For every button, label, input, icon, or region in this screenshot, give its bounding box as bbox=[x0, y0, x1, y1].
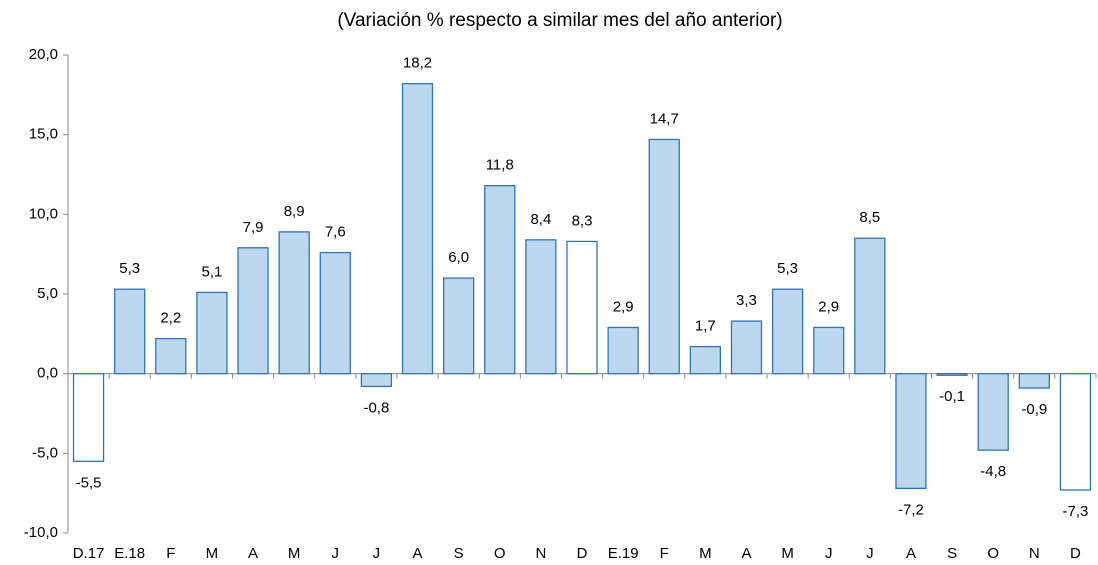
x-tick-label: M bbox=[206, 545, 219, 562]
x-tick-label: A bbox=[906, 545, 916, 562]
value-label: -4,8 bbox=[980, 463, 1006, 480]
value-label: 5,1 bbox=[201, 263, 222, 280]
y-tick-label: -10,0 bbox=[24, 524, 58, 541]
value-label: 8,9 bbox=[284, 203, 305, 220]
bar bbox=[648, 138, 680, 375]
value-label: 8,3 bbox=[572, 212, 593, 229]
x-tick-label: J bbox=[866, 545, 874, 562]
bar bbox=[977, 373, 1009, 451]
value-label: -0,9 bbox=[1021, 401, 1047, 418]
value-label: 11,8 bbox=[486, 157, 514, 174]
bar bbox=[155, 337, 187, 375]
value-label: 8,5 bbox=[859, 209, 880, 226]
bar bbox=[401, 83, 434, 375]
y-tick-label: -5,0 bbox=[32, 444, 58, 461]
x-tick-label: O bbox=[987, 545, 999, 562]
bar bbox=[278, 231, 310, 375]
bar bbox=[114, 288, 146, 375]
x-tick-label: J bbox=[373, 545, 381, 562]
y-tick-label: 10,0 bbox=[29, 205, 58, 222]
x-tick-label: D.17 bbox=[73, 545, 105, 562]
value-label: 18,2 bbox=[403, 55, 432, 72]
bar bbox=[237, 247, 269, 375]
bar bbox=[771, 288, 804, 375]
x-tick-label: A bbox=[413, 545, 423, 562]
bar bbox=[566, 240, 598, 375]
value-label: 2,9 bbox=[818, 298, 839, 315]
x-tick-label: O bbox=[494, 545, 506, 562]
bar bbox=[813, 326, 845, 375]
bar bbox=[689, 345, 722, 375]
x-tick-label: F bbox=[660, 545, 669, 562]
x-tick-label: M bbox=[699, 545, 712, 562]
bar bbox=[1018, 373, 1050, 389]
x-tick-label: D bbox=[1070, 545, 1081, 562]
x-tick-label: E.19 bbox=[608, 545, 639, 562]
bar bbox=[607, 326, 639, 375]
x-tick-label: N bbox=[535, 545, 546, 562]
x-tick-label: F bbox=[166, 545, 175, 562]
y-tick-label: 20,0 bbox=[29, 46, 58, 63]
bar bbox=[730, 320, 763, 375]
value-label: 6,0 bbox=[448, 249, 469, 266]
bar bbox=[936, 373, 968, 376]
value-label: 7,9 bbox=[243, 219, 264, 236]
x-tick-label: J bbox=[332, 545, 340, 562]
bar bbox=[72, 373, 105, 462]
x-tick-label: D bbox=[577, 545, 588, 562]
bar bbox=[360, 373, 393, 388]
value-label: 14,7 bbox=[650, 110, 679, 127]
chart-title: (Variación % respecto a similar mes del … bbox=[337, 10, 782, 31]
value-label: 8,4 bbox=[530, 211, 551, 228]
value-label: -5,5 bbox=[76, 474, 102, 491]
value-label: 5,3 bbox=[777, 260, 798, 277]
x-tick-label: M bbox=[288, 545, 301, 562]
value-label: 3,3 bbox=[736, 292, 757, 309]
value-label: -7,3 bbox=[1063, 503, 1089, 520]
y-tick-label: 5,0 bbox=[37, 285, 58, 302]
value-label: -7,2 bbox=[898, 501, 924, 518]
x-tick-label: A bbox=[248, 545, 258, 562]
bar bbox=[319, 251, 351, 375]
x-tick-label: M bbox=[781, 545, 794, 562]
bar bbox=[525, 239, 557, 375]
x-tick-label: J bbox=[825, 545, 833, 562]
y-tick-label: 15,0 bbox=[29, 126, 58, 143]
bar bbox=[1059, 373, 1092, 491]
bar bbox=[196, 291, 228, 375]
bar bbox=[854, 237, 886, 375]
x-tick-label: E.18 bbox=[114, 545, 145, 562]
value-label: -0,1 bbox=[939, 388, 965, 405]
x-tick-label: S bbox=[454, 545, 464, 562]
bar bbox=[442, 277, 475, 375]
x-tick-label: A bbox=[741, 545, 751, 562]
value-label: -0,8 bbox=[363, 399, 389, 416]
y-tick-label: 0,0 bbox=[37, 365, 58, 382]
value-label: 2,9 bbox=[613, 298, 634, 315]
value-label: 5,3 bbox=[119, 260, 140, 277]
value-label: 2,2 bbox=[160, 310, 181, 327]
bar bbox=[484, 185, 516, 375]
x-tick-label: S bbox=[947, 545, 957, 562]
x-tick-label: N bbox=[1029, 545, 1040, 562]
value-label: 7,6 bbox=[325, 224, 346, 241]
bar bbox=[895, 373, 927, 490]
value-label: 1,7 bbox=[695, 318, 716, 335]
